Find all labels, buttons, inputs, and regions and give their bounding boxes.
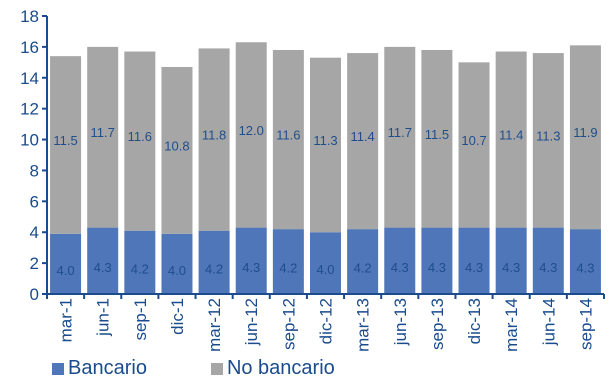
data-label-bancario: 4.3 — [576, 261, 594, 276]
bar-no-bancario — [495, 51, 527, 228]
data-label-no-bancario: 12.0 — [239, 123, 264, 138]
x-tick-label: mar-13 — [354, 298, 373, 352]
data-label-bancario: 4.3 — [242, 260, 260, 275]
y-tick-label: 10 — [20, 131, 39, 150]
bar-no-bancario — [458, 62, 490, 228]
x-tick-label: mar-14 — [502, 298, 521, 352]
y-tick-label: 14 — [20, 69, 39, 88]
x-tick-label: sep-12 — [279, 298, 298, 350]
bar-bancario — [50, 233, 82, 294]
data-label-bancario: 4.0 — [57, 263, 75, 278]
x-tick-label: sep-13 — [428, 298, 447, 350]
legend-label-no-bancario: No bancario — [226, 357, 335, 379]
legend-swatch-bancario — [52, 362, 64, 375]
data-label-no-bancario: 11.9 — [573, 125, 597, 140]
x-tick-label: jun-1 — [94, 298, 113, 337]
data-label-bancario: 4.2 — [354, 261, 372, 276]
data-label-bancario: 4.3 — [428, 260, 446, 275]
bar-no-bancario — [124, 51, 156, 231]
x-tick-label: dic-13 — [465, 298, 484, 344]
data-label-no-bancario: 10.7 — [461, 133, 486, 148]
data-label-bancario: 4.3 — [539, 260, 557, 275]
data-label-no-bancario: 11.4 — [350, 129, 374, 144]
bar-bancario — [569, 229, 601, 294]
data-label-no-bancario: 11.7 — [388, 125, 412, 140]
data-label-no-bancario: 11.5 — [425, 127, 449, 142]
data-label-bancario: 4.2 — [131, 261, 149, 276]
data-label-no-bancario: 11.3 — [536, 128, 560, 143]
bar-no-bancario — [87, 46, 119, 228]
bar-bancario — [124, 230, 156, 294]
bar-bancario — [272, 229, 304, 294]
x-tick-label: dic-12 — [317, 298, 336, 344]
bar-bancario — [421, 227, 453, 294]
legend-item-bancario: Bancario — [52, 357, 147, 380]
data-label-no-bancario: 11.7 — [91, 125, 115, 140]
x-tick-label: jun-14 — [539, 298, 558, 346]
bar-no-bancario — [347, 53, 379, 230]
bar-bancario — [384, 227, 416, 294]
y-tick-label: 16 — [20, 38, 39, 57]
y-tick-label: 6 — [30, 192, 39, 211]
data-label-no-bancario: 11.6 — [128, 129, 152, 144]
data-label-bancario: 4.2 — [279, 261, 297, 276]
data-label-no-bancario: 10.8 — [164, 138, 189, 153]
data-label-no-bancario: 11.4 — [499, 128, 523, 143]
y-tick-label: 2 — [30, 254, 39, 273]
bar-no-bancario — [532, 53, 564, 228]
y-tick-label: 0 — [30, 285, 39, 304]
bar-no-bancario — [198, 48, 230, 231]
legend: Bancario No bancario — [52, 357, 399, 380]
legend-item-no-bancario: No bancario — [210, 357, 335, 380]
bar-no-bancario — [50, 56, 82, 234]
y-tick-label: 8 — [30, 161, 39, 180]
x-tick-label: dic-1 — [168, 298, 187, 335]
bar-bancario — [310, 232, 341, 294]
data-label-bancario: 4.3 — [391, 260, 409, 275]
data-label-bancario: 4.0 — [168, 263, 186, 278]
x-tick-label: sep-1 — [131, 298, 150, 341]
bar-bancario — [458, 227, 490, 294]
bar-no-bancario — [569, 45, 601, 230]
x-tick-label: mar-1 — [57, 298, 76, 342]
legend-swatch-no-bancario — [210, 362, 223, 375]
bar-no-bancario — [310, 57, 341, 233]
bar-no-bancario — [235, 42, 267, 228]
data-label-bancario: 4.3 — [502, 260, 520, 275]
bar-no-bancario — [272, 49, 304, 230]
bar-no-bancario — [384, 46, 416, 228]
data-label-bancario: 4.3 — [94, 260, 112, 275]
y-tick-label: 4 — [30, 223, 39, 242]
x-tick-label: mar-12 — [205, 298, 224, 352]
bar-bancario — [161, 233, 193, 294]
y-tick-label: 18 — [20, 7, 39, 26]
legend-label-bancario: Bancario — [68, 357, 147, 379]
data-label-bancario: 4.0 — [316, 262, 334, 277]
bar-bancario — [347, 229, 379, 294]
bar-bancario — [235, 227, 267, 294]
bar-bancario — [87, 227, 119, 294]
data-label-bancario: 4.2 — [205, 261, 223, 276]
y-tick-label: 12 — [20, 100, 39, 119]
bar-no-bancario — [161, 66, 193, 234]
x-tick-label: jun-13 — [391, 298, 410, 346]
bar-bancario — [495, 227, 527, 294]
data-label-no-bancario: 11.6 — [276, 128, 300, 143]
data-label-bancario: 4.3 — [465, 260, 483, 275]
x-tick-label: sep-14 — [576, 298, 595, 350]
data-label-no-bancario: 11.8 — [202, 128, 226, 143]
data-label-no-bancario: 11.3 — [313, 133, 337, 148]
bar-bancario — [198, 230, 230, 294]
x-tick-label: jun-12 — [242, 298, 261, 346]
bar-no-bancario — [421, 49, 453, 228]
bar-bancario — [532, 227, 564, 294]
data-label-no-bancario: 11.5 — [53, 133, 77, 148]
